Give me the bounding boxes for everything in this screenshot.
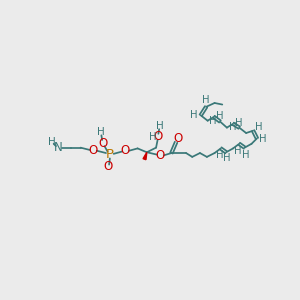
Text: O: O [121,144,130,157]
Text: N: N [54,141,63,154]
Text: O: O [104,160,113,173]
Text: H: H [234,146,242,156]
Text: H: H [190,110,197,119]
Text: H: H [242,150,250,160]
Text: H: H [97,127,104,137]
Text: P: P [106,148,114,161]
Text: H: H [223,153,231,164]
Text: H: H [209,116,217,126]
Text: H: H [202,95,210,105]
Text: H: H [216,150,224,160]
Text: H: H [236,118,243,128]
Text: H: H [156,121,164,131]
Text: O: O [98,136,108,149]
Text: H: H [48,137,56,147]
Text: O: O [173,132,182,145]
Text: H: H [149,132,157,142]
Text: H: H [259,134,267,144]
Text: H: H [229,122,236,132]
Polygon shape [143,152,147,160]
Text: O: O [88,144,98,157]
Text: H: H [256,122,263,132]
Text: O: O [155,149,164,162]
Text: O: O [154,130,163,143]
Text: H: H [216,111,224,121]
